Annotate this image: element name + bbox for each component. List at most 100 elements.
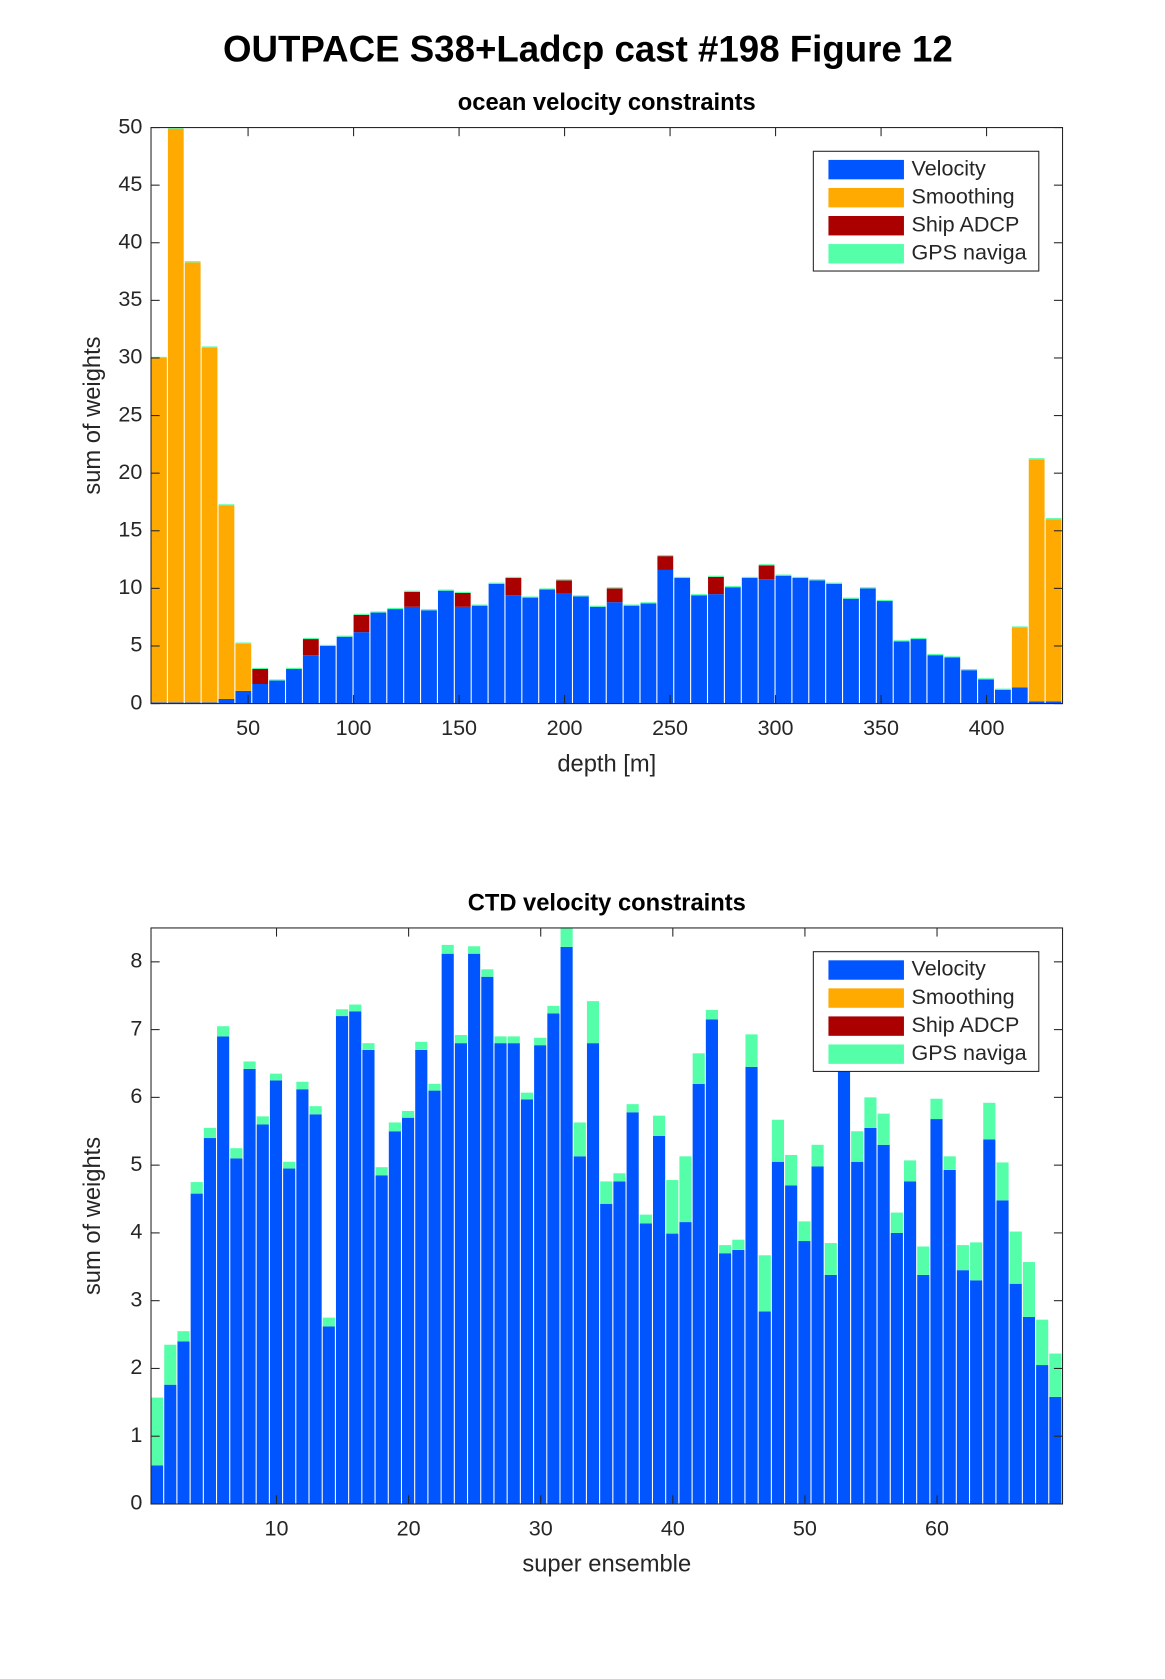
bar-segment bbox=[792, 576, 809, 579]
bar-segment bbox=[666, 1180, 679, 1234]
bar-segment bbox=[691, 594, 707, 596]
bar-segment bbox=[177, 1331, 190, 1342]
bar-segment bbox=[336, 636, 353, 704]
bar-segment bbox=[547, 1005, 560, 1014]
y-tick-label: 40 bbox=[118, 228, 142, 253]
bar-segment bbox=[556, 580, 572, 593]
chart-title: ocean velocity constraints bbox=[458, 90, 756, 116]
bar-segment bbox=[481, 969, 494, 977]
bar-segment bbox=[319, 644, 336, 646]
bar-segment bbox=[851, 1161, 864, 1504]
bar-segment bbox=[387, 609, 404, 704]
x-tick-label: 40 bbox=[661, 1516, 685, 1541]
bar-segment bbox=[1049, 1396, 1062, 1504]
bar-segment bbox=[943, 1169, 956, 1504]
bar-segment bbox=[1045, 518, 1062, 520]
bar-segment bbox=[286, 667, 302, 670]
bar-segment bbox=[708, 575, 724, 577]
bar-segment bbox=[719, 1245, 732, 1254]
bar-segment bbox=[353, 613, 370, 615]
bar-segment bbox=[943, 1156, 956, 1170]
bar-segment bbox=[1036, 1319, 1049, 1366]
bar-segment bbox=[560, 927, 573, 947]
bar-segment bbox=[167, 702, 184, 704]
bar-segment bbox=[309, 1106, 322, 1115]
bar-segment bbox=[252, 683, 269, 704]
bar-segment bbox=[956, 1270, 969, 1504]
bar-segment bbox=[505, 595, 522, 704]
bar-segment bbox=[809, 579, 826, 581]
bar-segment bbox=[970, 1280, 983, 1504]
legend-label: GPS naviga bbox=[912, 1040, 1027, 1065]
bar-segment bbox=[1028, 458, 1045, 460]
bar-segment bbox=[269, 1080, 283, 1504]
y-tick-label: 20 bbox=[118, 459, 142, 484]
bar-segment bbox=[657, 554, 674, 557]
bar-segment bbox=[826, 583, 843, 704]
bar-segment bbox=[893, 640, 910, 642]
bar-segment bbox=[798, 1221, 811, 1242]
bar-segment bbox=[927, 654, 944, 656]
bar-segment bbox=[353, 632, 370, 704]
bar-segment bbox=[910, 639, 927, 704]
y-tick-label: 45 bbox=[118, 171, 142, 196]
bar-segment bbox=[851, 1131, 864, 1162]
bar-segment bbox=[970, 1242, 983, 1281]
legend-swatch bbox=[828, 1016, 904, 1036]
bar-segment bbox=[520, 1092, 534, 1100]
bar-segment bbox=[586, 1043, 600, 1504]
bar-segment bbox=[1036, 1365, 1049, 1504]
bar-segment bbox=[978, 678, 994, 680]
bar-segment bbox=[859, 588, 876, 704]
bar-segment bbox=[705, 1019, 718, 1504]
bar-segment bbox=[785, 1185, 798, 1504]
bar-segment bbox=[283, 1161, 296, 1169]
bar-segment bbox=[944, 657, 961, 704]
bar-segment bbox=[335, 1009, 349, 1017]
bar-segment bbox=[876, 599, 893, 602]
bar-segment bbox=[705, 1009, 718, 1020]
bar-segment bbox=[956, 1245, 969, 1271]
bar-segment bbox=[415, 1041, 428, 1050]
bar-segment bbox=[454, 606, 471, 704]
bar-segment bbox=[235, 690, 252, 704]
legend-swatch bbox=[828, 960, 904, 980]
bar-segment bbox=[302, 639, 319, 656]
bar-segment bbox=[539, 589, 556, 704]
bar-segment bbox=[758, 565, 775, 580]
bar-segment bbox=[1022, 1316, 1036, 1504]
bar-segment bbox=[890, 1212, 903, 1233]
bar-segment bbox=[319, 645, 336, 704]
bar-segment bbox=[349, 1011, 362, 1504]
y-tick-label: 25 bbox=[118, 401, 142, 426]
bar-segment bbox=[692, 1083, 705, 1504]
y-tick-label: 6 bbox=[130, 1083, 142, 1108]
bar-segment bbox=[167, 127, 184, 129]
bar-segment bbox=[758, 1255, 771, 1312]
y-tick-label: 0 bbox=[130, 689, 142, 714]
bar-segment bbox=[539, 588, 556, 590]
bar-segment bbox=[758, 564, 775, 566]
bar-segment bbox=[252, 667, 269, 670]
bar-segment bbox=[613, 1173, 626, 1182]
bar-segment bbox=[505, 578, 522, 596]
bar-segment bbox=[798, 1241, 811, 1504]
bar-segment bbox=[471, 605, 488, 704]
bar-segment bbox=[302, 637, 319, 640]
bar-segment bbox=[488, 582, 505, 584]
x-tick-label: 200 bbox=[547, 715, 583, 740]
bar-segment bbox=[370, 612, 387, 704]
bar-segment bbox=[269, 1073, 283, 1081]
bar-segment bbox=[639, 1214, 652, 1224]
y-tick-label: 30 bbox=[118, 344, 142, 369]
bar-segment bbox=[864, 1097, 877, 1128]
bar-segment bbox=[724, 587, 741, 704]
bar-segment bbox=[217, 1026, 230, 1037]
bar-segment bbox=[606, 602, 623, 704]
bar-segment bbox=[996, 1200, 1009, 1504]
bar-segment bbox=[758, 1311, 771, 1504]
bar-segment bbox=[151, 357, 167, 703]
x-tick-label: 100 bbox=[336, 715, 372, 740]
bar-segment bbox=[666, 1233, 679, 1504]
legend-swatch bbox=[828, 1044, 904, 1064]
